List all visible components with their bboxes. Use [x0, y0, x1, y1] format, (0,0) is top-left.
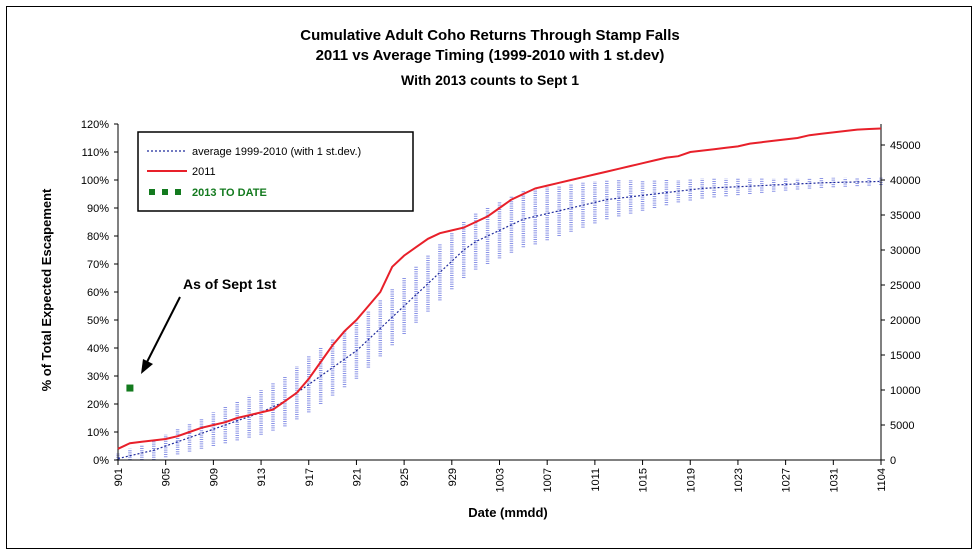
x-tick-label: 1027 — [781, 468, 793, 492]
x-tick-label: 905 — [161, 468, 173, 486]
chart-subtitle-2: With 2013 counts to Sept 1 — [400, 72, 579, 88]
x-tick-label: 1019 — [685, 468, 697, 492]
y-tick-label: 40% — [87, 343, 109, 355]
y2-tick-label: 45000 — [890, 140, 921, 152]
series-2013-point — [126, 384, 134, 392]
y-tick-label: 110% — [82, 147, 110, 159]
y2-tick-label: 35000 — [890, 210, 921, 222]
chart-title: Cumulative Adult Coho Returns Through St… — [300, 27, 680, 44]
y-tick-label: 120% — [81, 119, 109, 131]
series-average-line — [117, 180, 882, 460]
y2-tick-label: 5000 — [890, 420, 914, 432]
x-tick-label: 913 — [256, 468, 268, 486]
annotation-text: As of Sept 1st — [183, 276, 277, 292]
series-2011-line — [117, 127, 882, 450]
y-tick-label: 100% — [81, 175, 109, 187]
y-tick-label: 10% — [87, 427, 109, 439]
y2-tick-label: 0 — [890, 455, 896, 467]
y-tick-label: 50% — [87, 315, 109, 327]
annotation-arrowhead — [141, 359, 153, 374]
annotation-arrow-line — [146, 296, 181, 363]
x-tick-label: 1031 — [828, 468, 840, 492]
legend-2011-label: 2011 — [192, 166, 216, 178]
chart-frame — [6, 6, 972, 549]
y-tick-label: 0% — [93, 455, 109, 467]
y-tick-label: 60% — [87, 287, 109, 299]
x-tick-label: 925 — [399, 468, 411, 486]
y-axis-label: % of Total Expected Escapement — [39, 188, 54, 391]
y-tick-label: 90% — [87, 203, 109, 215]
tick-labels: 0% 10% 20% 30% 40% 50% 60% 70% 80% 90% 100% 110% 120… — [81, 119, 921, 492]
x-tick-label: 929 — [447, 468, 459, 486]
x-tick-label: 1011 — [590, 468, 602, 492]
x-tick-label: 1003 — [495, 468, 507, 492]
y2-tick-label: 10000 — [890, 385, 921, 397]
y2-tick-label: 25000 — [890, 280, 921, 292]
x-tick-label: 1007 — [542, 468, 554, 492]
y-tick-label: 30% — [87, 371, 109, 383]
y-tick-label: 70% — [87, 259, 109, 271]
legend-avg-label: average 1999-2010 (with 1 st.dev.) — [192, 146, 361, 158]
x-tick-label: 1023 — [733, 468, 745, 492]
legend-2013-label: 2013 TO DATE — [192, 187, 267, 199]
y2-tick-label: 30000 — [890, 245, 921, 257]
std-dev-band — [116, 177, 883, 460]
x-tick-label: 909 — [208, 468, 220, 486]
chart-subtitle: 2011 vs Average Timing (1999-2010 with 1… — [315, 47, 665, 64]
y-tick-label: 80% — [87, 231, 109, 243]
y-tick-label: 20% — [87, 399, 109, 411]
legend-2013-swatch-2 — [162, 189, 168, 195]
legend: average 1999-2010 (with 1 st.dev.) 2011 … — [137, 131, 414, 212]
y2-tick-label: 40000 — [890, 175, 921, 187]
x-tick-label: 917 — [304, 468, 316, 486]
x-tick-label: 1104 — [876, 468, 888, 492]
y2-tick-label: 15000 — [890, 350, 921, 362]
x-axis-label: Date (mmdd) — [468, 505, 547, 520]
legend-2013-swatch-1 — [149, 189, 155, 195]
series-layer — [117, 127, 882, 460]
legend-2013-swatch-3 — [175, 189, 181, 195]
x-tick-label: 901 — [113, 468, 125, 486]
x-tick-label: 921 — [351, 468, 363, 486]
y2-tick-label: 20000 — [890, 315, 921, 327]
axes — [114, 123, 885, 465]
x-tick-label: 1015 — [638, 468, 650, 492]
